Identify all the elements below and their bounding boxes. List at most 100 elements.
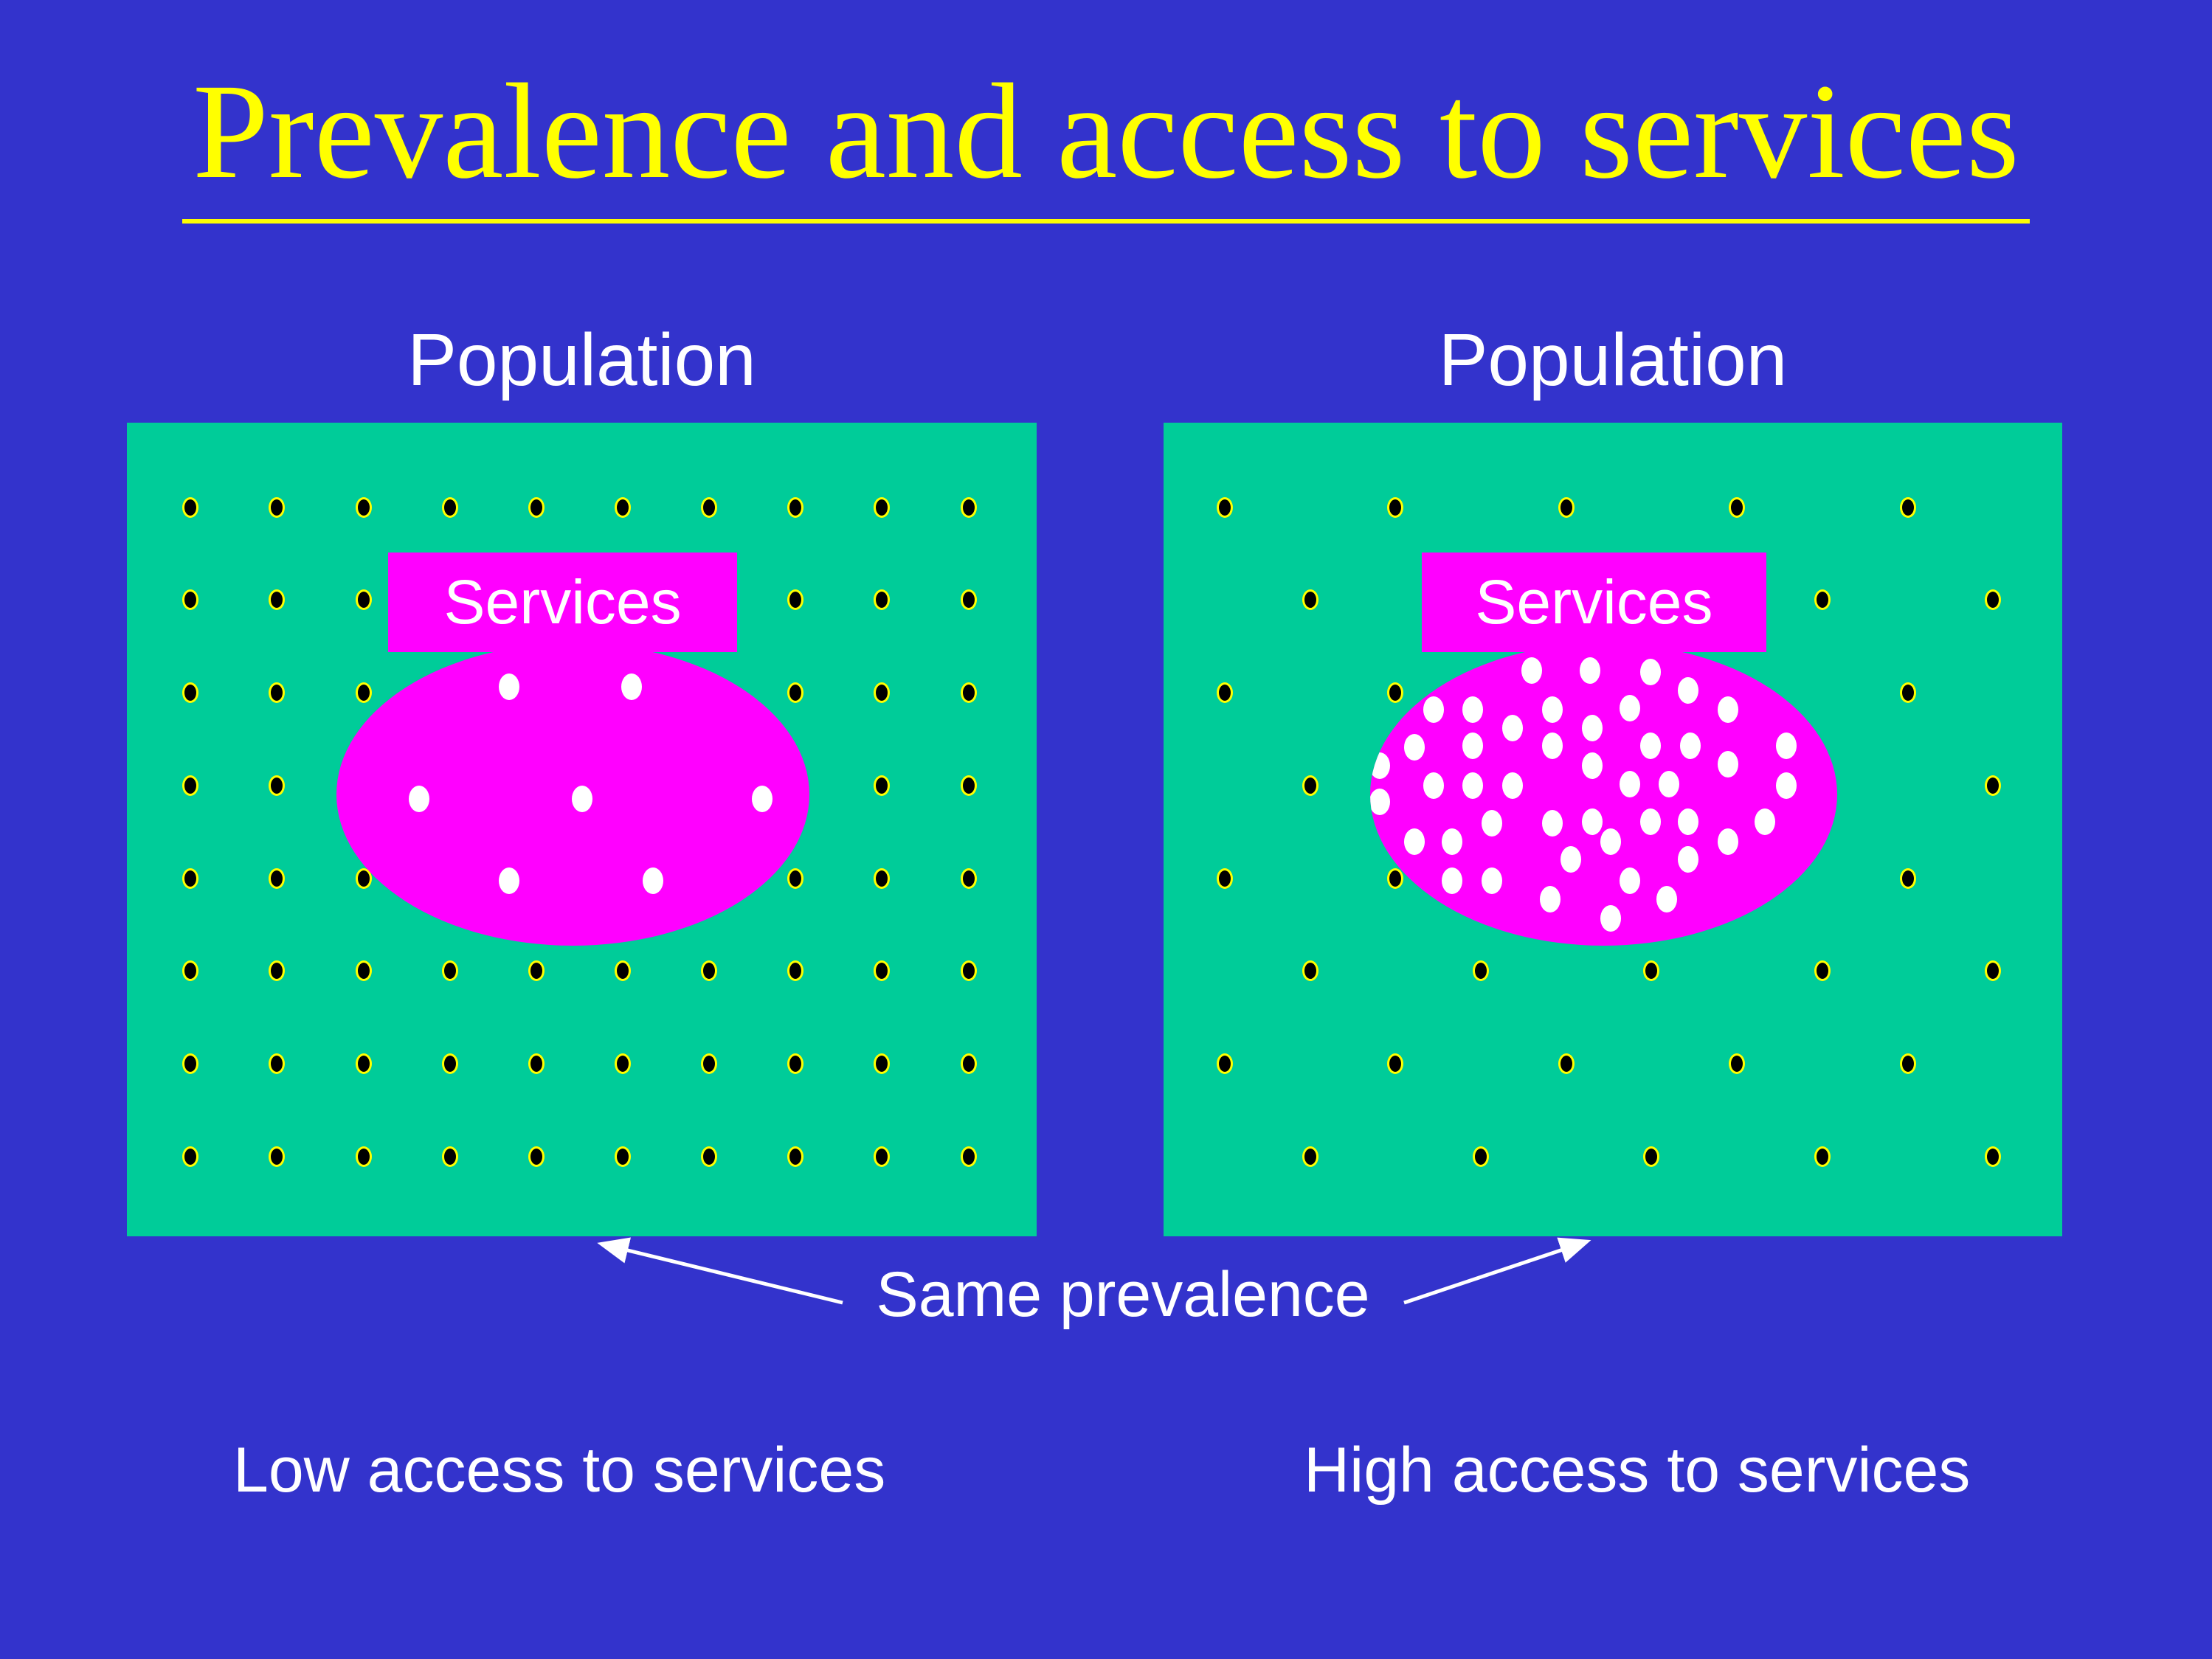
population-member-dot	[182, 960, 199, 982]
service-user-dot	[1404, 828, 1425, 855]
service-user-dot	[1656, 885, 1678, 912]
population-member-dot	[614, 960, 631, 982]
service-user-dot	[1581, 808, 1603, 835]
service-user-dot	[1717, 828, 1738, 855]
population-member-dot	[441, 1146, 458, 1167]
population-member-dot	[1302, 775, 1318, 796]
population-member-dot	[528, 496, 545, 518]
population-member-dot	[269, 1053, 286, 1075]
population-box-right: Services	[1164, 423, 2062, 1236]
service-user-dot	[1462, 772, 1484, 799]
service-user-dot	[498, 867, 519, 894]
population-member-dot	[1814, 960, 1831, 982]
service-user-dot	[1370, 789, 1390, 816]
service-user-dot	[643, 867, 664, 894]
population-member-dot	[269, 682, 286, 704]
service-user-dot	[1502, 772, 1524, 799]
population-member-dot	[1643, 1146, 1660, 1167]
service-user-dot	[1462, 696, 1484, 724]
service-user-dot	[1581, 752, 1603, 780]
service-user-dot	[621, 673, 643, 701]
population-member-dot	[528, 960, 545, 982]
population-member-dot	[874, 1053, 891, 1075]
population-member-dot	[182, 1146, 199, 1167]
population-member-dot	[960, 1053, 977, 1075]
service-user-dot	[1600, 905, 1622, 932]
population-member-dot	[1387, 867, 1404, 889]
population-member-dot	[960, 496, 977, 518]
service-user-dot	[751, 786, 773, 813]
services-rect-right	[1421, 553, 1767, 653]
population-member-dot	[960, 1146, 977, 1167]
page-title-text: Prevalence and access to services	[182, 63, 2030, 224]
population-member-dot	[1302, 589, 1318, 611]
services-ellipse-left	[336, 643, 809, 946]
population-member-dot	[528, 1053, 545, 1075]
population-member-dot	[182, 775, 199, 796]
population-member-dot	[960, 589, 977, 611]
population-member-dot	[441, 960, 458, 982]
population-member-dot	[1558, 1053, 1575, 1075]
service-user-dot	[1423, 696, 1444, 724]
services-ellipse-right	[1370, 643, 1838, 946]
service-user-dot	[571, 786, 592, 813]
service-user-dot	[1539, 885, 1561, 912]
service-user-dot	[1521, 657, 1542, 684]
population-member-dot	[269, 1146, 286, 1167]
service-user-dot	[1679, 732, 1701, 760]
population-member-dot	[1643, 960, 1660, 982]
service-user-dot	[1677, 846, 1698, 873]
access-label-low: Low access to services	[233, 1435, 886, 1506]
service-user-dot	[408, 786, 429, 813]
population-member-dot	[960, 775, 977, 796]
population-member-dot	[1729, 1053, 1746, 1075]
population-member-dot	[874, 867, 891, 889]
population-member-dot	[701, 496, 718, 518]
population-member-dot	[1472, 1146, 1489, 1167]
population-member-dot	[355, 1053, 372, 1075]
population-member-dot	[182, 589, 199, 611]
population-member-dot	[269, 589, 286, 611]
population-member-dot	[528, 1146, 545, 1167]
population-member-dot	[1387, 496, 1404, 518]
population-label-right: Population	[1438, 319, 1788, 401]
population-member-dot	[355, 1146, 372, 1167]
same-prevalence-arrow-right	[1403, 1237, 1591, 1305]
population-member-dot	[701, 1146, 718, 1167]
population-member-dot	[1729, 496, 1746, 518]
population-member-dot	[1985, 775, 2002, 796]
population-member-dot	[269, 960, 286, 982]
population-member-dot	[787, 1053, 804, 1075]
population-member-dot	[787, 682, 804, 704]
page-title: Prevalence and access to services	[0, 63, 2212, 224]
population-member-dot	[355, 496, 372, 518]
population-member-dot	[355, 682, 372, 704]
service-user-dot	[1677, 676, 1698, 704]
service-user-dot	[1600, 828, 1622, 855]
population-member-dot	[269, 775, 286, 796]
service-user-dot	[1502, 714, 1524, 741]
service-user-dot	[1542, 732, 1563, 760]
population-member-dot	[1302, 960, 1318, 982]
population-member-dot	[874, 1146, 891, 1167]
service-user-dot	[1462, 732, 1484, 760]
population-member-dot	[874, 682, 891, 704]
population-member-dot	[355, 960, 372, 982]
population-member-dot	[1899, 496, 1916, 518]
population-member-dot	[787, 496, 804, 518]
population-member-dot	[1899, 682, 1916, 704]
service-user-dot	[1542, 696, 1563, 724]
population-member-dot	[701, 1053, 718, 1075]
population-member-dot	[787, 960, 804, 982]
population-member-dot	[960, 867, 977, 889]
population-member-dot	[787, 589, 804, 611]
service-user-dot	[1717, 696, 1738, 724]
population-member-dot	[355, 867, 372, 889]
service-user-dot	[1619, 695, 1640, 722]
population-box-left: Services	[127, 423, 1037, 1236]
population-member-dot	[269, 867, 286, 889]
population-member-dot	[1216, 1053, 1233, 1075]
population-member-dot	[1814, 589, 1831, 611]
population-member-dot	[1899, 1053, 1916, 1075]
